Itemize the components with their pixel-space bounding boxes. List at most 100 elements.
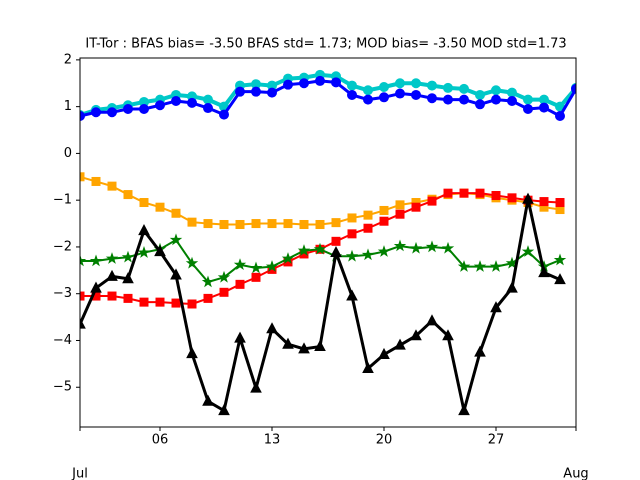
point <box>139 103 149 114</box>
point <box>154 245 166 257</box>
point <box>139 198 149 208</box>
point <box>521 245 535 257</box>
point <box>443 94 453 105</box>
point <box>234 331 246 343</box>
x-tick-label: 06 <box>152 433 169 448</box>
point <box>106 269 118 281</box>
point <box>233 258 247 270</box>
point <box>331 77 341 88</box>
point <box>490 301 502 313</box>
point <box>427 80 437 91</box>
point <box>459 94 469 105</box>
point <box>299 78 309 89</box>
point <box>123 190 133 200</box>
point <box>410 329 422 341</box>
point <box>475 188 485 198</box>
point <box>315 75 325 86</box>
point <box>379 205 389 215</box>
point <box>522 192 534 204</box>
point <box>201 275 215 288</box>
point <box>393 239 407 252</box>
point <box>217 270 231 283</box>
x-month-label: Jul <box>71 467 88 480</box>
point <box>266 322 278 334</box>
point <box>267 87 277 98</box>
plot-frame <box>79 57 577 428</box>
y-tick-label: −2 <box>53 239 72 254</box>
point <box>345 249 359 262</box>
point <box>297 244 311 256</box>
point <box>235 219 245 229</box>
point <box>491 190 501 200</box>
point <box>395 209 405 219</box>
point <box>171 96 181 107</box>
point <box>538 266 550 278</box>
point <box>107 181 117 191</box>
point <box>539 197 549 207</box>
point <box>379 92 389 103</box>
point <box>394 338 406 350</box>
point <box>539 102 549 113</box>
x-tick-label: 13 <box>264 433 281 448</box>
point <box>347 89 357 100</box>
point <box>363 223 373 233</box>
point <box>458 404 470 416</box>
point <box>442 329 454 341</box>
point <box>107 291 117 301</box>
series-line <box>80 175 561 226</box>
x-month-label: Aug <box>563 467 588 480</box>
point <box>362 361 374 374</box>
point <box>378 347 390 360</box>
point <box>331 218 341 228</box>
point <box>475 89 485 100</box>
point <box>411 78 421 89</box>
point <box>122 272 134 284</box>
point <box>123 103 133 114</box>
point <box>459 83 469 94</box>
point <box>80 317 86 329</box>
point <box>282 337 294 349</box>
point <box>409 241 423 254</box>
point <box>346 289 358 301</box>
series <box>80 75 576 121</box>
point <box>555 110 565 121</box>
point <box>507 193 517 203</box>
point <box>203 219 213 229</box>
point <box>491 94 501 105</box>
point <box>473 260 487 272</box>
point <box>219 219 229 229</box>
point <box>202 394 214 406</box>
point <box>138 224 150 236</box>
point <box>219 287 229 297</box>
point <box>187 97 197 108</box>
point <box>489 260 503 272</box>
point <box>443 82 453 93</box>
series <box>80 233 567 288</box>
series <box>80 69 576 121</box>
point <box>377 245 391 257</box>
point <box>203 94 213 105</box>
point <box>347 80 357 91</box>
point <box>203 103 213 114</box>
point <box>331 236 341 246</box>
point <box>80 291 85 301</box>
point <box>250 381 262 393</box>
point <box>187 217 197 227</box>
chart-title: IT-Tor : BFAS bias= -3.50 BFAS std= 1.73… <box>85 37 566 52</box>
point <box>251 86 261 97</box>
point <box>281 252 295 264</box>
point <box>90 281 102 293</box>
point <box>80 110 85 121</box>
point <box>80 254 87 267</box>
point <box>169 233 183 246</box>
point <box>443 188 453 198</box>
point <box>379 216 389 226</box>
y-tick-label: −4 <box>53 333 72 348</box>
point <box>313 242 327 255</box>
point <box>347 213 357 223</box>
point <box>475 99 485 110</box>
point <box>427 93 437 104</box>
point <box>491 85 501 96</box>
point <box>267 219 277 229</box>
point <box>89 254 103 267</box>
